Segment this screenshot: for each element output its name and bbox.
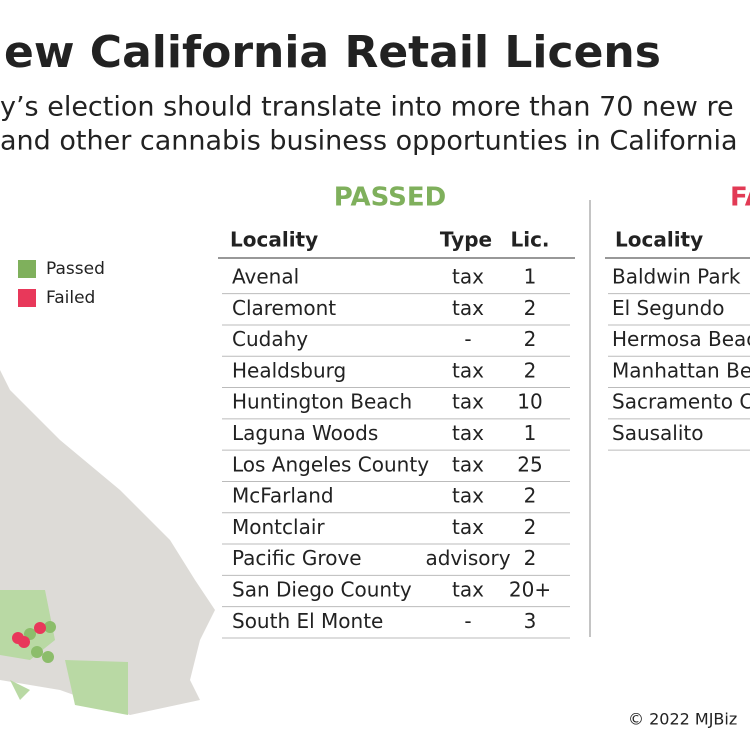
table-cell: tax (452, 484, 484, 508)
table-cell: Hermosa Beac (612, 327, 750, 351)
legend-swatch (18, 289, 36, 307)
subtitle: and other cannabis business opportunties… (0, 126, 738, 157)
table-cell: 2 (524, 546, 537, 570)
table-cell: Pacific Grove (232, 546, 362, 570)
table-heading: FA (730, 183, 750, 213)
table-cell: - (464, 327, 471, 351)
table-cell: tax (452, 421, 484, 445)
table-cell: Montclair (232, 515, 325, 539)
table-cell: San Diego County (232, 578, 412, 602)
table-cell: 2 (524, 358, 537, 382)
legend-label: Failed (46, 288, 95, 308)
table-cell: Sausalito (612, 421, 704, 445)
footer: © 2022 MJBiz (628, 710, 737, 729)
table-cell: 3 (524, 609, 537, 633)
table-cell: 2 (524, 515, 537, 539)
subtitle: y’s election should translate into more … (0, 92, 734, 123)
table-cell: El Segundo (612, 296, 725, 320)
table-cell: tax (452, 515, 484, 539)
legend-label: Passed (46, 259, 105, 279)
table-cell: 1 (524, 421, 537, 445)
table-cell: Huntington Beach (232, 390, 412, 414)
column-header: Locality (230, 228, 318, 252)
title: ew California Retail Licens (4, 27, 661, 78)
table-cell: tax (452, 390, 484, 414)
map (0, 370, 215, 715)
table-cell: Healdsburg (232, 358, 346, 382)
table-cell: McFarland (232, 484, 334, 508)
table-cell: tax (452, 358, 484, 382)
table-cell: 20+ (509, 578, 551, 602)
table-cell: tax (452, 452, 484, 476)
column-header: Lic. (510, 228, 549, 252)
table-cell: Manhattan Be (612, 358, 750, 382)
table-cell: 10 (517, 390, 542, 414)
table-cell: Laguna Woods (232, 421, 378, 445)
table-cell: 1 (524, 265, 537, 289)
table-cell: - (464, 609, 471, 633)
table-cell: 2 (524, 327, 537, 351)
table-cell: Sacramento C (612, 390, 750, 414)
column-header: Locality (615, 228, 703, 252)
table-cell: tax (452, 578, 484, 602)
table-cell: Los Angeles County (232, 452, 429, 476)
table-cell: 2 (524, 296, 537, 320)
column-header: Type (440, 228, 492, 252)
table-cell: tax (452, 265, 484, 289)
table-cell: 2 (524, 484, 537, 508)
table-cell: Cudahy (232, 327, 308, 351)
table-cell: tax (452, 296, 484, 320)
legend-swatch (18, 260, 36, 278)
table-heading: PASSED (334, 183, 446, 213)
table-cell: Claremont (232, 296, 336, 320)
table-cell: 25 (517, 452, 542, 476)
table-cell: South El Monte (232, 609, 383, 633)
table-cell: Baldwin Park (612, 265, 741, 289)
table-cell: Avenal (232, 265, 299, 289)
table-cell: advisory (425, 546, 510, 570)
